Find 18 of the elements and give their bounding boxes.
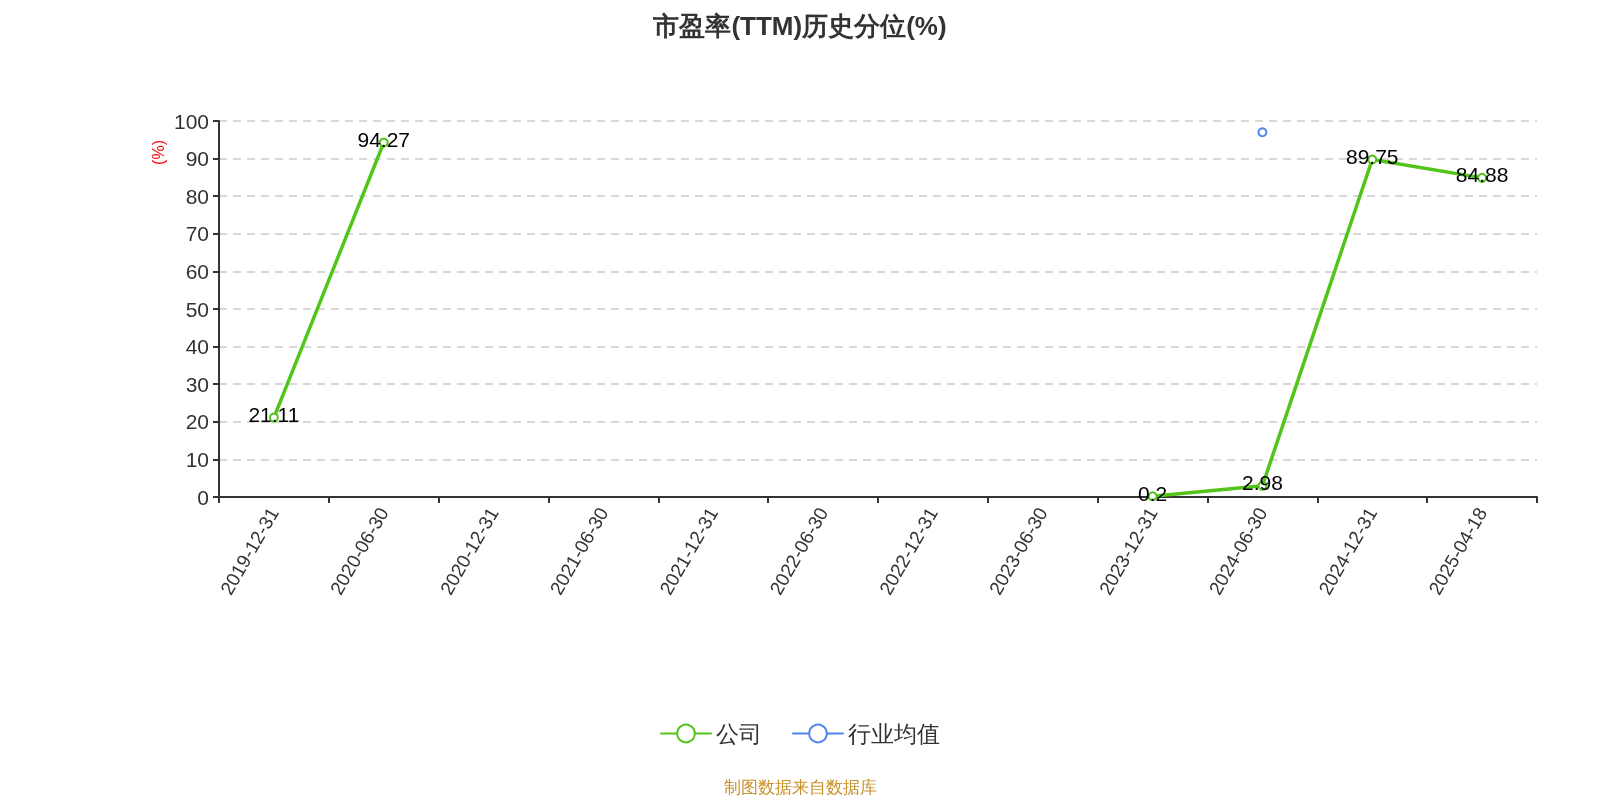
data-label: 84.88 xyxy=(1455,163,1509,187)
chart-title: 市盈率(TTM)历史分位(%) xyxy=(652,11,947,41)
data-label: 94.27 xyxy=(357,128,411,152)
y-axis-title: (%) xyxy=(149,139,167,165)
y-tick-label: 90 xyxy=(185,147,209,171)
legend-label: 公司 xyxy=(716,720,762,747)
text: 制图数据来自数据库 xyxy=(723,778,877,797)
y-tick-label: 50 xyxy=(185,297,209,321)
y-tick-label: 100 xyxy=(173,109,209,133)
y-tick-label: 30 xyxy=(185,372,209,396)
y-tick-label: 20 xyxy=(185,410,209,434)
y-tick-label: 40 xyxy=(185,335,209,359)
y-tick-label: 70 xyxy=(185,222,209,246)
y-tick-label: 80 xyxy=(185,184,209,208)
y-tick-label: 0 xyxy=(197,485,209,509)
y-tick-label: 10 xyxy=(185,447,209,471)
y-tick-label: 60 xyxy=(185,259,209,283)
legend-label: 行业均值 xyxy=(848,720,940,747)
